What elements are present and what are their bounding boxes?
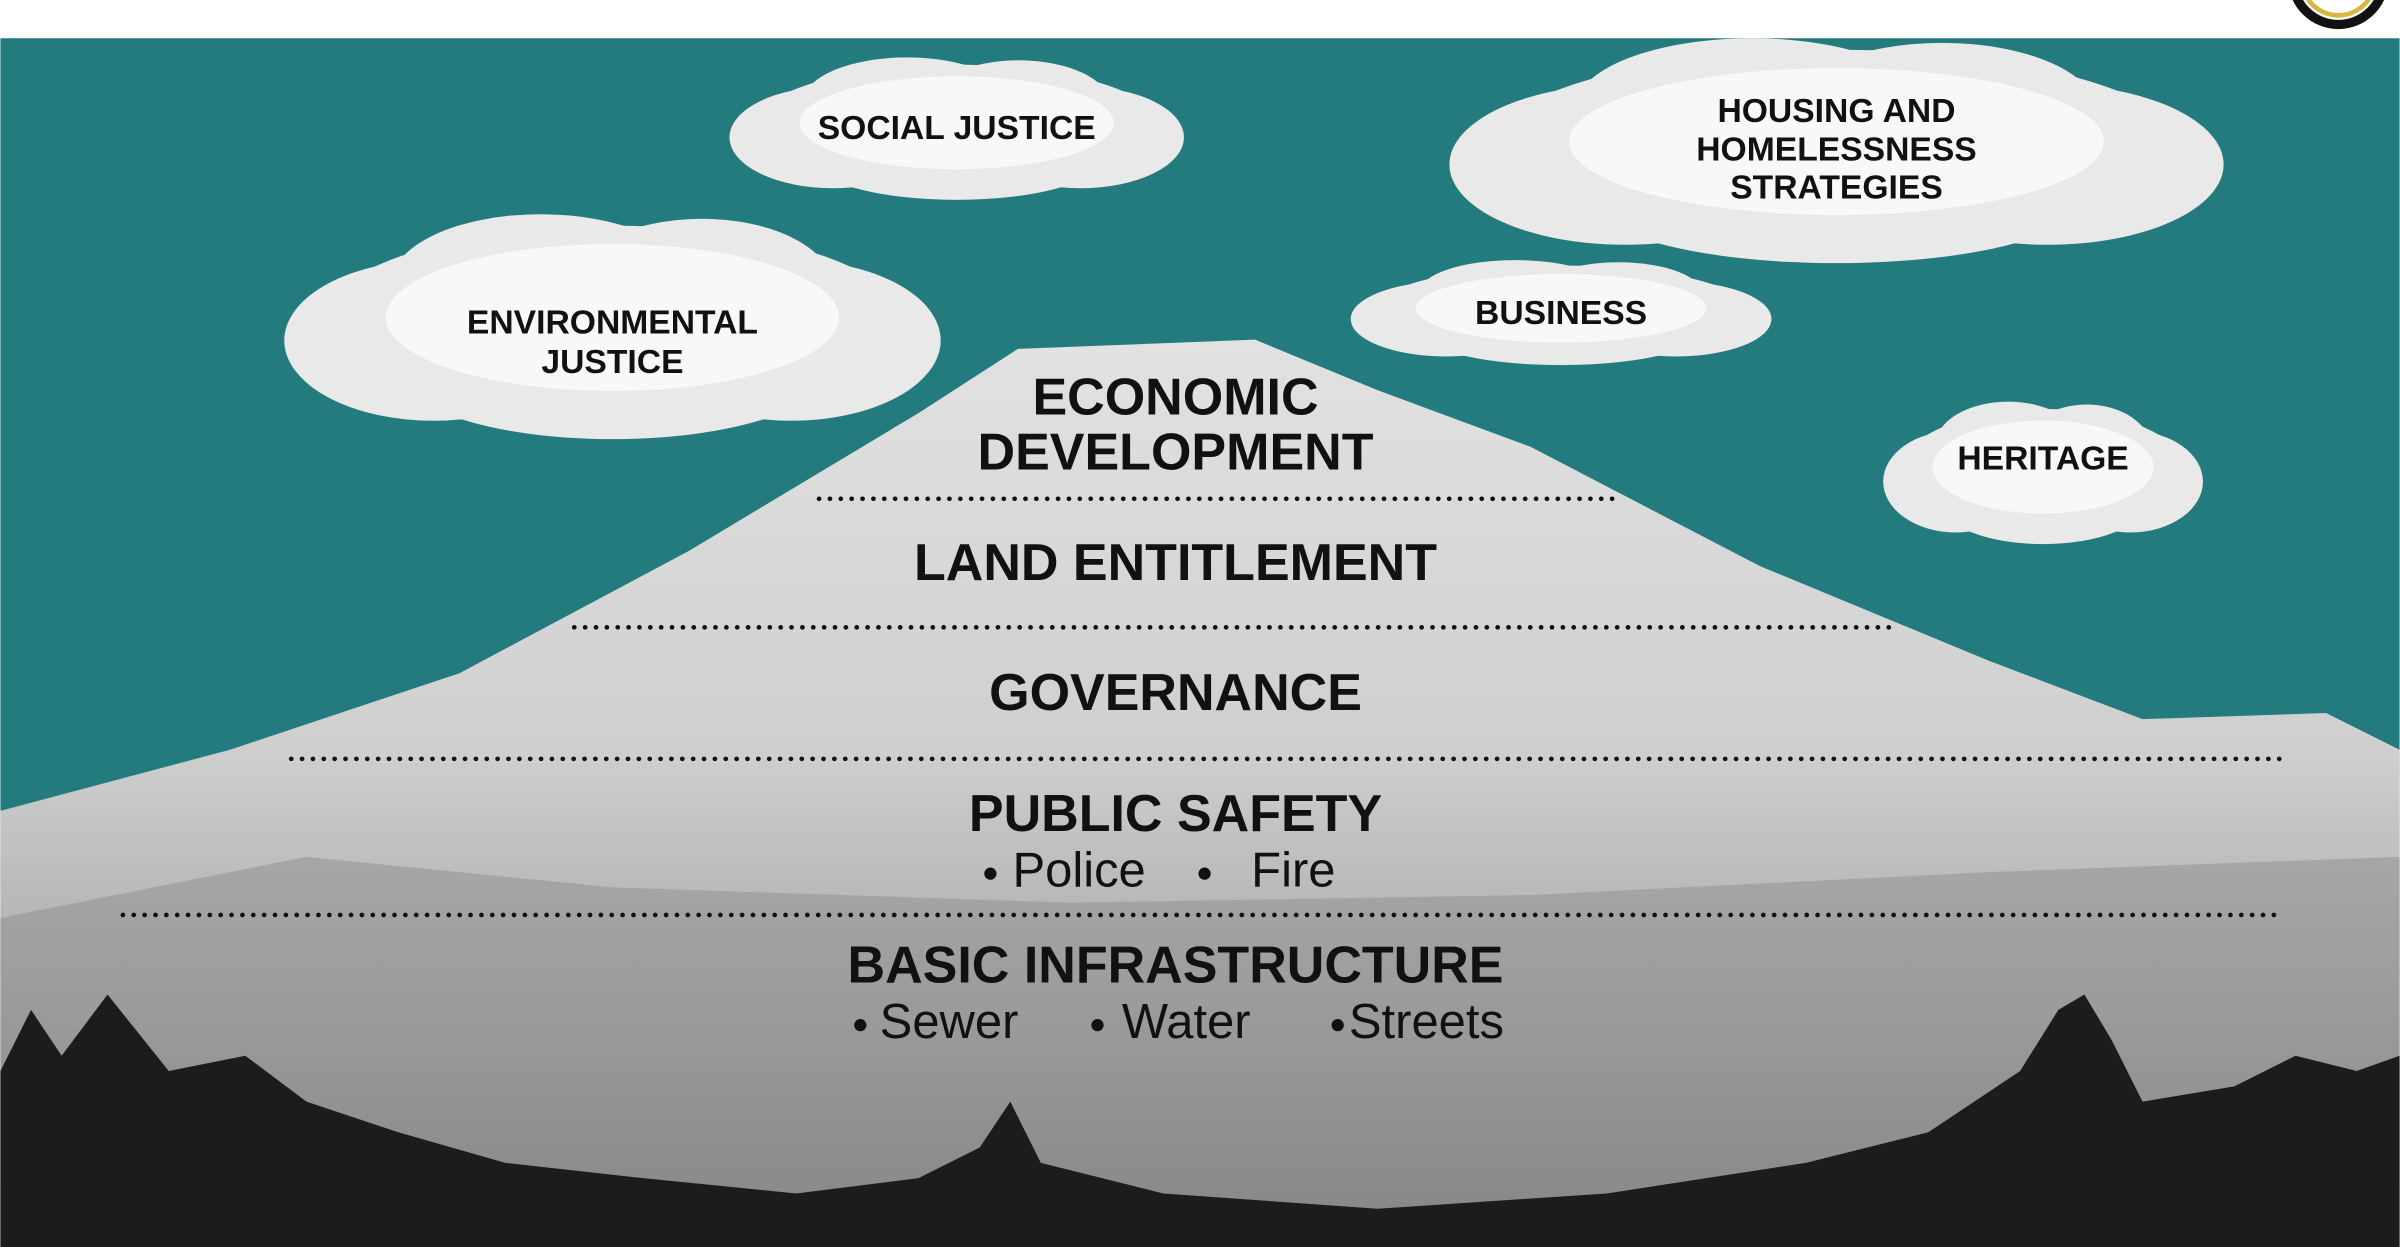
cloud-label: STRATEGIES — [1730, 170, 1943, 207]
cloud-label: SOCIAL JUSTICE — [818, 110, 1096, 147]
tier-item: Sewer — [880, 995, 1019, 1049]
cloud-label: BUSINESS — [1475, 295, 1647, 332]
trees — [0, 994, 2400, 1247]
bullet — [984, 867, 997, 880]
tier-item: Water — [1122, 995, 1251, 1049]
cloud-core — [1569, 68, 2104, 215]
tier-title: ECONOMIC — [1032, 369, 1318, 427]
cloud-label: HOMELESSNESS — [1696, 131, 1977, 168]
bullet — [1091, 1019, 1104, 1032]
bullet — [854, 1019, 867, 1032]
cloud-label: HOUSING AND — [1717, 93, 1955, 130]
tier-item: Police — [1012, 844, 1145, 898]
cloud-core — [1932, 420, 2154, 514]
logo — [2292, 0, 2385, 30]
cloud-label: HERITAGE — [1957, 440, 2128, 477]
clouds — [284, 38, 2224, 545]
cloud-label: ENVIRONMENTAL — [467, 304, 758, 341]
tier-title: GOVERNANCE — [989, 664, 1362, 722]
foothills — [0, 856, 2400, 1247]
tier-title: LAND ENTITLEMENT — [914, 534, 1437, 592]
bullet — [1198, 867, 1211, 880]
tier-title: PUBLIC SAFETY — [969, 785, 1382, 843]
cloud-label: JUSTICE — [541, 344, 683, 381]
tier-title: BASIC INFRASTRUCTURE — [848, 936, 1504, 994]
cloud-core — [385, 244, 840, 391]
tier-title: DEVELOPMENT — [978, 424, 1374, 482]
bullet — [1331, 1019, 1344, 1032]
tier-item: Fire — [1251, 844, 1335, 898]
tier-item: Streets — [1349, 995, 1504, 1049]
cloud-core — [799, 76, 1114, 170]
cloud-core — [1415, 274, 1707, 343]
